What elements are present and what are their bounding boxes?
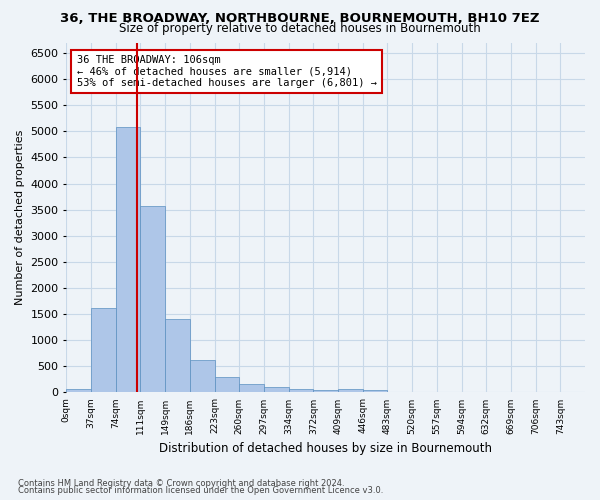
Text: 36 THE BROADWAY: 106sqm
← 46% of detached houses are smaller (5,914)
53% of semi: 36 THE BROADWAY: 106sqm ← 46% of detache… (77, 54, 377, 88)
Text: 36, THE BROADWAY, NORTHBOURNE, BOURNEMOUTH, BH10 7EZ: 36, THE BROADWAY, NORTHBOURNE, BOURNEMOU… (60, 12, 540, 24)
X-axis label: Distribution of detached houses by size in Bournemouth: Distribution of detached houses by size … (159, 442, 492, 455)
Bar (91, 308, 116, 392)
Text: Size of property relative to detached houses in Bournemouth: Size of property relative to detached ho… (119, 22, 481, 35)
Bar (116, 127, 140, 392)
Bar (190, 360, 215, 392)
Bar (215, 377, 239, 392)
Bar (239, 384, 264, 392)
Bar (338, 390, 363, 392)
Text: Contains public sector information licensed under the Open Government Licence v3: Contains public sector information licen… (18, 486, 383, 495)
Bar (140, 206, 165, 392)
Bar (289, 390, 313, 392)
Bar (67, 388, 91, 392)
Text: Contains HM Land Registry data © Crown copyright and database right 2024.: Contains HM Land Registry data © Crown c… (18, 478, 344, 488)
Y-axis label: Number of detached properties: Number of detached properties (15, 130, 25, 305)
Bar (313, 390, 338, 392)
Bar (264, 387, 289, 392)
Bar (363, 390, 388, 392)
Bar (165, 320, 190, 392)
